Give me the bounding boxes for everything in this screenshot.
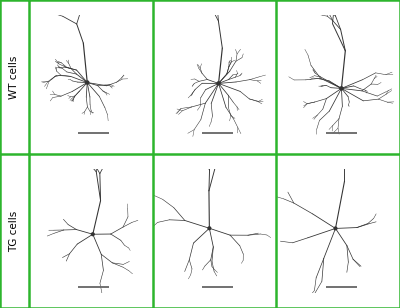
- Text: TG cells: TG cells: [9, 210, 19, 252]
- Circle shape: [334, 227, 337, 230]
- Circle shape: [217, 82, 220, 85]
- Text: WT cells: WT cells: [9, 55, 19, 99]
- Circle shape: [86, 81, 89, 84]
- Circle shape: [208, 227, 211, 230]
- Circle shape: [92, 233, 94, 236]
- Circle shape: [340, 87, 343, 90]
